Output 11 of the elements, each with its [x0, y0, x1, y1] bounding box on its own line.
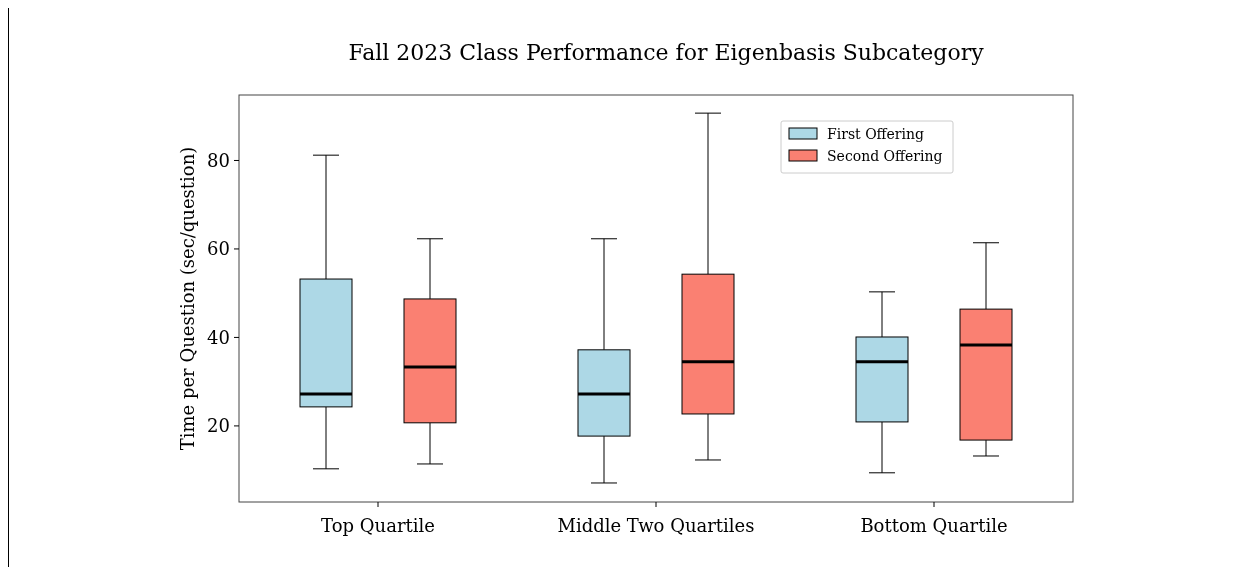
y-tick-label: 40	[207, 326, 230, 348]
chart-title: Fall 2023 Class Performance for Eigenbasis Subcategory	[348, 40, 985, 65]
legend-label: Second Offering	[827, 147, 943, 164]
y-tick-label: 20	[207, 415, 230, 437]
legend-label: First Offering	[827, 125, 925, 142]
y-tick-label: 80	[207, 149, 230, 171]
y-axis-title: Time per Question (sec/question)	[177, 146, 198, 451]
x-tick-label: Middle Two Quartiles	[557, 515, 755, 536]
x-tick-label: Top Quartile	[321, 515, 435, 536]
y-tick-label: 60	[207, 238, 230, 260]
x-tick-label: Bottom Quartile	[860, 515, 1008, 536]
